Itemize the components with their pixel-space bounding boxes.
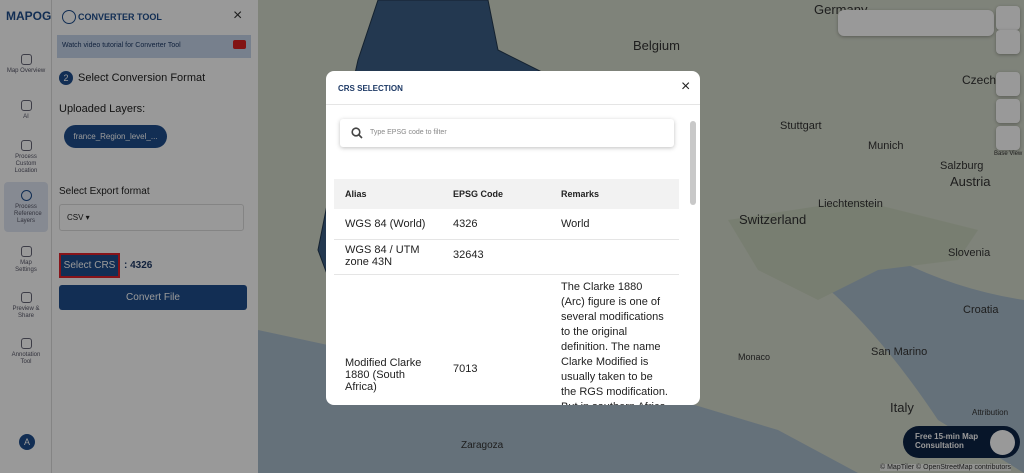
locate[interactable] — [996, 99, 1020, 123]
select-crs-button[interactable]: Select CRS — [59, 253, 120, 278]
video-text: Watch video tutorial for Converter Tool — [62, 42, 181, 49]
header-cell: EPSG Code — [453, 189, 504, 199]
map-label: Switzerland — [739, 212, 807, 227]
nav-label: AI — [23, 114, 29, 120]
map-label: San Marino — [871, 346, 928, 358]
consultation-text: Free 15-min Map Consultation — [915, 432, 979, 450]
alias-cell: WGS 84 / UTM zone 43N — [345, 243, 420, 268]
step-title: Select Conversion Format — [78, 72, 206, 84]
copyright: © MapTiler © OpenStreetMap contributors — [880, 464, 1012, 471]
crs-value: : 4326 — [124, 260, 153, 271]
code-cell: 32643 — [453, 248, 484, 261]
search-icon — [351, 127, 363, 139]
map-label: Stuttgart — [780, 120, 822, 132]
panel-title: CONVERTER TOOL — [78, 12, 162, 22]
nav-label: Process Custom Location — [14, 154, 38, 174]
search-placeholder: Type EPSG code to filter — [370, 129, 447, 136]
layer-chip[interactable]: france_Region_level_... — [64, 125, 167, 148]
nav-item[interactable]: Annotation Tool — [0, 338, 52, 366]
divider — [326, 104, 700, 105]
header-row: Alias EPSG Code Remarks — [334, 179, 679, 209]
crs-table-wrap: Alias EPSG Code Remarks WGS 84 (World) 4… — [334, 179, 679, 405]
nav-item[interactable]: Process Custom Location — [0, 140, 52, 175]
code-cell: 4326 — [453, 218, 478, 230]
nav-item[interactable]: Preview & Share — [0, 292, 52, 320]
map-label: Munich — [868, 140, 904, 152]
crs-row[interactable]: WGS 84 (World) 4326 World — [334, 209, 679, 239]
map-label: Salzburg — [940, 160, 984, 172]
nav-label: Map Overview — [6, 68, 46, 74]
nav-label: Annotation Tool — [11, 352, 41, 365]
step-number: 2 — [59, 71, 73, 85]
uploaded-label: Uploaded Layers: — [59, 103, 146, 115]
video-banner[interactable]: Watch video tutorial for Converter Tool — [57, 35, 251, 58]
nav-item[interactable]: Map Overview — [0, 54, 52, 75]
logo[interactable]: MAPOG — [6, 9, 52, 23]
alias-cell: WGS 84 (World) — [345, 218, 426, 230]
remarks-cell — [550, 239, 679, 274]
map-label: Italy — [890, 400, 914, 415]
nav-label: Process Reference Layers — [14, 204, 42, 224]
tool-icon — [62, 10, 76, 24]
nav-label: Preview & Share — [12, 306, 40, 319]
zoom-out[interactable] — [996, 30, 1020, 54]
zoom-in[interactable] — [996, 6, 1020, 30]
nav-item[interactable]: AI — [0, 100, 52, 121]
map-label: Liechtenstein — [818, 198, 883, 210]
base-view-button[interactable] — [996, 126, 1020, 150]
attribution[interactable]: Attribution — [972, 408, 1009, 417]
youtube-icon — [233, 40, 246, 49]
crs-row[interactable]: WGS 84 / UTM zone 43N 32643 — [334, 239, 679, 274]
map-label: Monaco — [738, 352, 771, 362]
close-panel[interactable]: × — [233, 7, 243, 24]
map-toolbar[interactable] — [838, 10, 994, 36]
chat-button[interactable] — [990, 430, 1015, 455]
converter-panel: CONVERTER TOOL × Watch video tutorial fo… — [52, 0, 258, 473]
map-label: Slovenia — [948, 247, 991, 259]
crs-row[interactable]: Modified Clarke 1880 (South Africa) 7013… — [334, 274, 679, 406]
nav-item[interactable]: Map Settings — [0, 246, 52, 274]
search-input[interactable]: Type EPSG code to filter — [340, 119, 674, 147]
print[interactable] — [996, 72, 1020, 96]
header-cell: Remarks — [561, 189, 600, 199]
sidebar: MAPOG Map Overview AI Process Custom Loc… — [0, 0, 52, 473]
export-value: CSV — [67, 213, 84, 222]
nav-label: Map Settings — [15, 260, 37, 273]
remarks-cell: The Clarke 1880 (Arc) figure is one of s… — [561, 280, 668, 406]
modal-title: CRS SELECTION — [338, 84, 403, 93]
code-cell: 7013 — [453, 362, 478, 375]
convert-button[interactable]: Convert File — [59, 285, 247, 310]
remarks-cell: World — [561, 218, 590, 230]
close-modal[interactable]: × — [681, 78, 691, 95]
alias-cell: Modified Clarke 1880 (South Africa) — [345, 356, 422, 393]
header-cell: Alias — [345, 189, 367, 199]
map-label: Austria — [950, 174, 991, 189]
scrollbar[interactable] — [690, 121, 696, 205]
crs-table: Alias EPSG Code Remarks WGS 84 (World) 4… — [334, 179, 679, 405]
avatar[interactable]: A — [19, 434, 35, 450]
export-label: Select Export format — [59, 186, 150, 197]
nav-item-active[interactable]: Process Reference Layers — [4, 182, 48, 232]
export-select[interactable]: CSV ▾ — [59, 204, 244, 231]
map-label: Belgium — [633, 38, 680, 53]
map-label: Zaragoza — [461, 440, 504, 451]
base-view-label: Base View — [994, 151, 1023, 157]
crs-modal: CRS SELECTION × Type EPSG code to filter… — [326, 71, 700, 405]
map-label: Croatia — [963, 304, 999, 316]
